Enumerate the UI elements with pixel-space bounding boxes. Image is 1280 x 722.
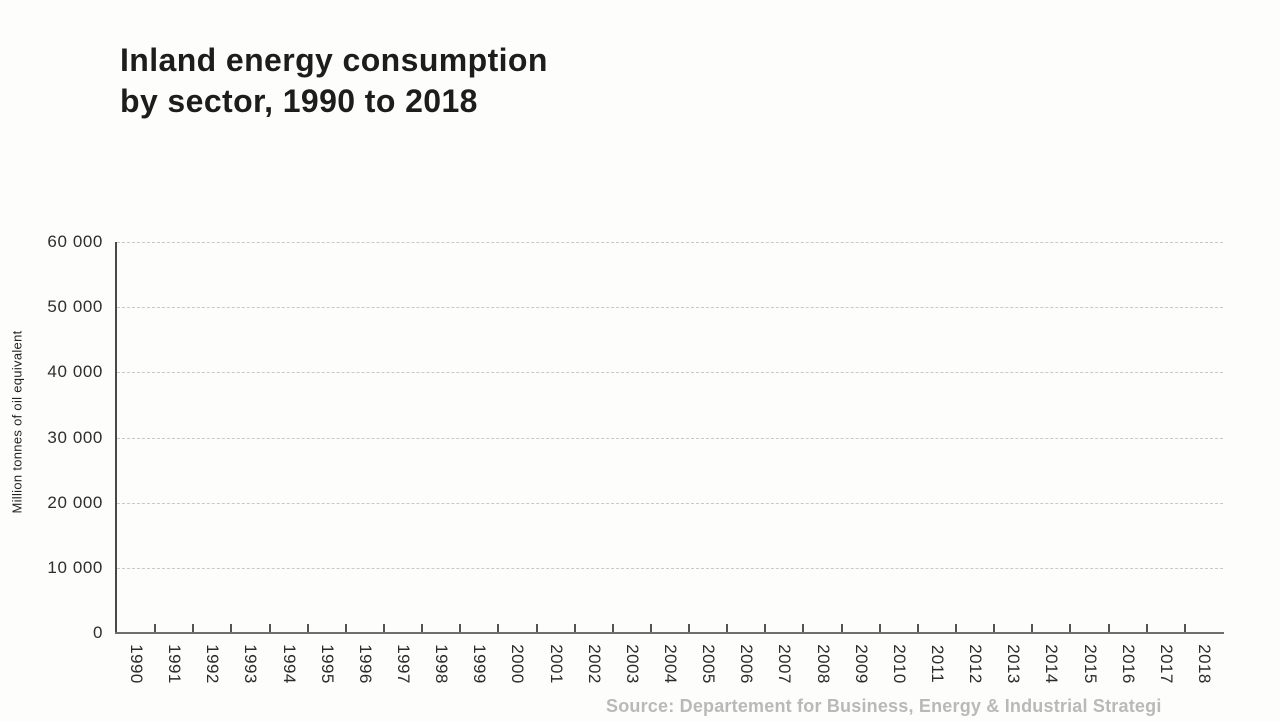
- x-tick-label: 1999: [470, 644, 490, 684]
- y-tick-label: 30 000: [47, 427, 103, 447]
- x-axis-line: [115, 632, 1224, 634]
- gridline-60000: [117, 242, 1223, 243]
- x-tick: [649, 624, 652, 632]
- x-tick-label: 1992: [203, 644, 223, 684]
- x-tick: [382, 624, 385, 632]
- x-tick: [802, 624, 805, 632]
- x-tick-label: 2008: [813, 644, 833, 684]
- x-tick-label: 2011: [927, 644, 947, 684]
- x-tick-label: 1990: [127, 644, 147, 684]
- y-tick-label: 60 000: [47, 232, 103, 251]
- x-tick-label: 2002: [584, 644, 604, 684]
- x-tick: [1145, 624, 1148, 632]
- x-tick-label: 2010: [889, 644, 909, 684]
- x-tick-label: 2009: [851, 644, 871, 684]
- x-tick: [688, 624, 691, 632]
- x-tick: [764, 624, 767, 632]
- y-axis-line: [115, 242, 117, 634]
- x-tick: [611, 624, 614, 632]
- x-tick-label: 2001: [546, 644, 566, 684]
- x-tick: [230, 624, 233, 632]
- x-tick: [726, 624, 729, 632]
- x-tick-label: 1991: [165, 644, 185, 684]
- source-attribution: Source: Departement for Business, Energy…: [606, 696, 1162, 716]
- x-tick: [535, 624, 538, 632]
- x-tick-label: 2016: [1118, 644, 1138, 684]
- gridline-20000: [117, 502, 1223, 504]
- x-tick-label: 2014: [1042, 644, 1062, 684]
- x-tick-label: 2005: [699, 644, 719, 684]
- y-tick-label: 40 000: [47, 362, 103, 382]
- x-tick-label: 2013: [1004, 644, 1024, 684]
- x-tick: [878, 624, 881, 632]
- x-tick: [993, 624, 996, 632]
- x-tick-label: 1995: [317, 644, 337, 684]
- x-tick-label: 1998: [432, 644, 452, 684]
- x-tick: [955, 624, 958, 632]
- y-tick-label: 0: [92, 623, 103, 642]
- gridline-30000: [117, 437, 1223, 439]
- x-tick-label: 1996: [355, 644, 375, 684]
- x-tick-label: 2015: [1080, 644, 1100, 684]
- gridline-50000: [117, 307, 1223, 309]
- chart-title-line2: by sector, 1990 to 2018: [120, 83, 478, 119]
- y-tick-label: 50 000: [47, 297, 103, 317]
- x-tick: [497, 624, 500, 632]
- x-tick-label: 2018: [1194, 644, 1214, 684]
- x-tick-label: 2007: [775, 644, 795, 684]
- x-tick-label: 2012: [966, 644, 986, 684]
- x-tick: [840, 624, 843, 632]
- x-tick: [1069, 624, 1072, 632]
- x-tick: [1031, 624, 1034, 632]
- x-tick-label: 1997: [394, 644, 414, 684]
- x-tick: [1107, 624, 1110, 632]
- x-tick: [344, 624, 347, 632]
- x-tick-label: 2004: [661, 644, 680, 684]
- x-tick-label: 1993: [241, 644, 261, 684]
- x-tick: [1183, 624, 1186, 632]
- x-tick: [421, 624, 424, 632]
- x-tick-label: 1994: [279, 644, 299, 684]
- y-tick-label: 10 000: [47, 557, 103, 577]
- x-tick: [916, 624, 919, 632]
- x-tick-label: 2006: [737, 644, 757, 684]
- x-tick: [154, 624, 157, 632]
- gridline-10000: [117, 567, 1223, 569]
- y-tick-label: 20 000: [47, 492, 103, 512]
- x-tick-label: 2003: [622, 644, 642, 684]
- x-tick: [192, 624, 195, 632]
- x-tick: [573, 624, 576, 632]
- chart-title: Inland energy consumption by sector, 199…: [120, 40, 548, 122]
- chart-title-line1: Inland energy consumption: [120, 42, 548, 78]
- x-tick: [459, 624, 462, 632]
- x-tick-label: 2000: [508, 644, 528, 684]
- x-tick: [306, 624, 309, 632]
- gridline-40000: [117, 372, 1223, 374]
- x-tick: [268, 624, 271, 632]
- x-tick-label: 2017: [1156, 644, 1176, 684]
